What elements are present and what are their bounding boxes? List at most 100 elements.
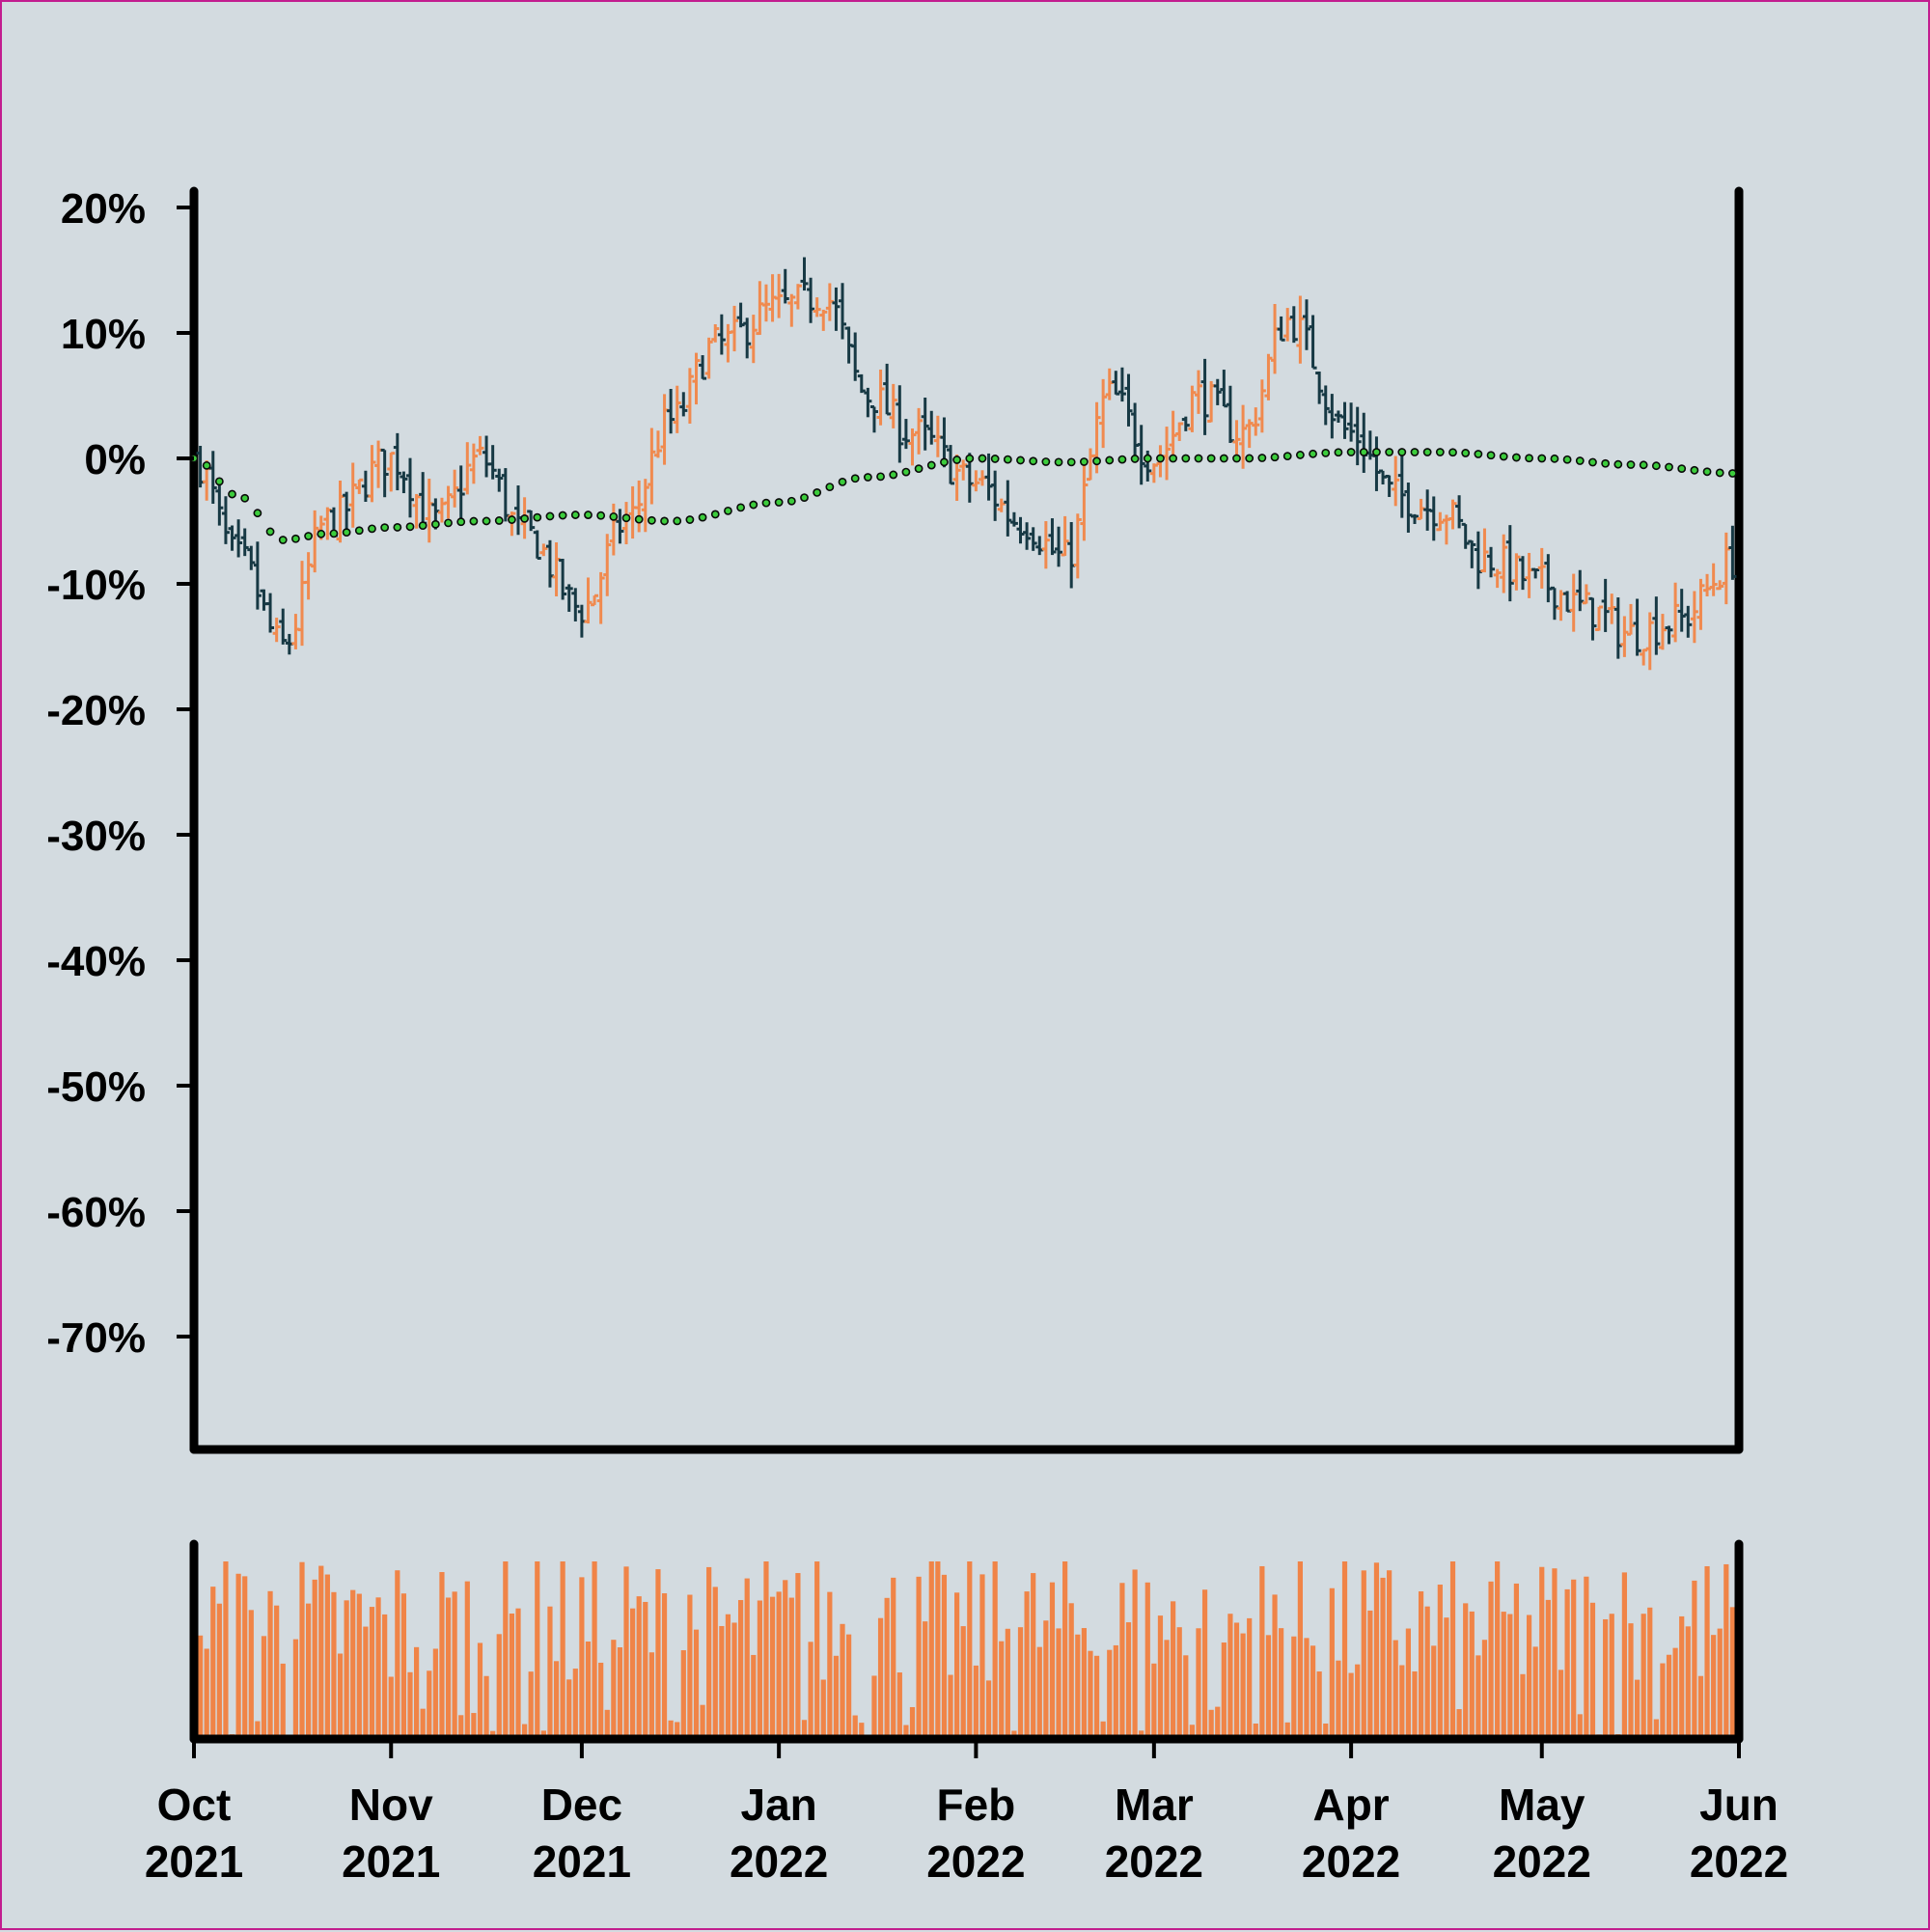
ohlc-bar: [704, 337, 713, 379]
ohlc-bar: [272, 618, 281, 643]
moving-average-point: [508, 515, 516, 524]
moving-average-point: [634, 514, 644, 524]
moving-average-point: [1346, 448, 1356, 456]
volume-bar: [1431, 1645, 1437, 1739]
ohlc-bar: [482, 435, 491, 478]
volume-bar: [223, 1561, 229, 1739]
volume-bar: [1151, 1663, 1157, 1739]
ohlc-bar: [756, 281, 764, 336]
ohlc-bar: [743, 317, 752, 359]
moving-average-point: [228, 489, 236, 499]
ohlc-bar: [1690, 591, 1698, 644]
moving-average-point: [1295, 451, 1305, 459]
volume-bar: [1233, 1622, 1240, 1739]
volume-bar: [1380, 1577, 1386, 1739]
volume-bar: [439, 1572, 445, 1739]
moving-average-point: [1665, 462, 1673, 472]
volume-bar: [1093, 1655, 1100, 1739]
moving-average-point: [329, 529, 339, 538]
moving-average-point: [724, 506, 732, 515]
volume-panel: [189, 1539, 1744, 1744]
ohlc-bar: [1569, 573, 1578, 632]
ohlc-bar: [1385, 474, 1393, 497]
x-tick-year-label: 2021: [533, 1836, 631, 1887]
moving-average-point: [1677, 464, 1687, 474]
ohlc-bar: [1347, 402, 1356, 442]
volume-bar: [1221, 1642, 1227, 1739]
volume-bar: [1520, 1673, 1526, 1739]
ohlc-bar: [1188, 385, 1197, 432]
moving-average-point: [214, 477, 224, 486]
moving-average-point: [1499, 452, 1508, 461]
ohlc-bar: [1264, 353, 1273, 400]
ohlc-bar: [1576, 569, 1585, 612]
volume-bar: [1144, 1582, 1150, 1739]
volume-bar: [1189, 1725, 1195, 1739]
moving-average-point: [1639, 460, 1648, 470]
ohlc-bar: [1645, 612, 1654, 671]
moving-average-point: [444, 518, 453, 528]
volume-bar: [1584, 1576, 1589, 1739]
volume-bar: [725, 1614, 731, 1739]
moving-average-point: [1270, 453, 1280, 462]
moving-average-point: [1474, 450, 1483, 458]
ohlc-bar: [857, 373, 866, 394]
volume-bar: [1171, 1601, 1176, 1739]
ohlc-bar: [921, 397, 929, 451]
volume-bar: [1513, 1583, 1520, 1739]
ohlc-bar: [1677, 589, 1686, 632]
ohlc-bar: [1099, 378, 1108, 449]
moving-average-point: [405, 522, 415, 532]
moving-average-point: [1702, 467, 1712, 477]
ohlc-bar: [228, 525, 236, 551]
ohlc-bar: [1283, 308, 1292, 342]
moving-average-point: [1054, 457, 1063, 467]
ohlc-bar: [1302, 299, 1310, 350]
volume-bar: [1075, 1634, 1081, 1739]
ohlc-bar: [539, 543, 548, 557]
volume-bar: [1279, 1628, 1284, 1739]
ohlc-bar: [425, 479, 433, 543]
ohlc-bar: [1277, 316, 1285, 342]
volume-bar: [483, 1675, 489, 1739]
moving-average-point: [253, 509, 262, 518]
volume-bar: [407, 1671, 413, 1739]
volume-bar: [1539, 1566, 1545, 1739]
ohlc-bar: [1397, 452, 1406, 518]
moving-average-point: [291, 534, 300, 543]
ohlc-bars: [196, 257, 1737, 671]
ohlc-bar: [1080, 464, 1089, 541]
volume-bar: [427, 1670, 432, 1739]
volume-bar: [1558, 1670, 1564, 1739]
moving-average-point: [876, 472, 885, 482]
moving-average-point: [813, 487, 822, 497]
ohlc-bar: [1468, 539, 1476, 568]
volume-bar: [1704, 1565, 1710, 1739]
ohlc-bar: [1112, 371, 1120, 396]
volume-bar: [712, 1587, 718, 1739]
moving-average-point: [1309, 449, 1317, 458]
ohlc-bar: [972, 470, 980, 492]
volume-bar: [751, 1654, 757, 1739]
volume-bar: [592, 1561, 597, 1739]
volume-bar: [1717, 1628, 1723, 1739]
ohlc-bar: [1429, 496, 1438, 541]
volume-bar: [992, 1561, 998, 1739]
volume-bar: [1113, 1644, 1118, 1739]
moving-average-point: [456, 517, 466, 527]
volume-bar: [1660, 1663, 1666, 1739]
volume-bar: [1005, 1628, 1010, 1739]
ohlc-bar: [1035, 536, 1044, 556]
volume-bar: [267, 1590, 273, 1739]
volume-bar: [719, 1625, 725, 1739]
ohlc-bar: [1073, 513, 1082, 579]
moving-average-point: [1422, 448, 1432, 456]
ohlc-bar: [463, 442, 472, 495]
volume-bar: [1603, 1618, 1609, 1739]
ohlc-bar: [1493, 568, 1502, 589]
moving-average-point: [596, 511, 606, 520]
volume-bar: [1469, 1611, 1475, 1739]
ohlc-bar: [1200, 358, 1209, 435]
volume-bar: [941, 1574, 948, 1739]
volume-bar: [1183, 1655, 1189, 1739]
